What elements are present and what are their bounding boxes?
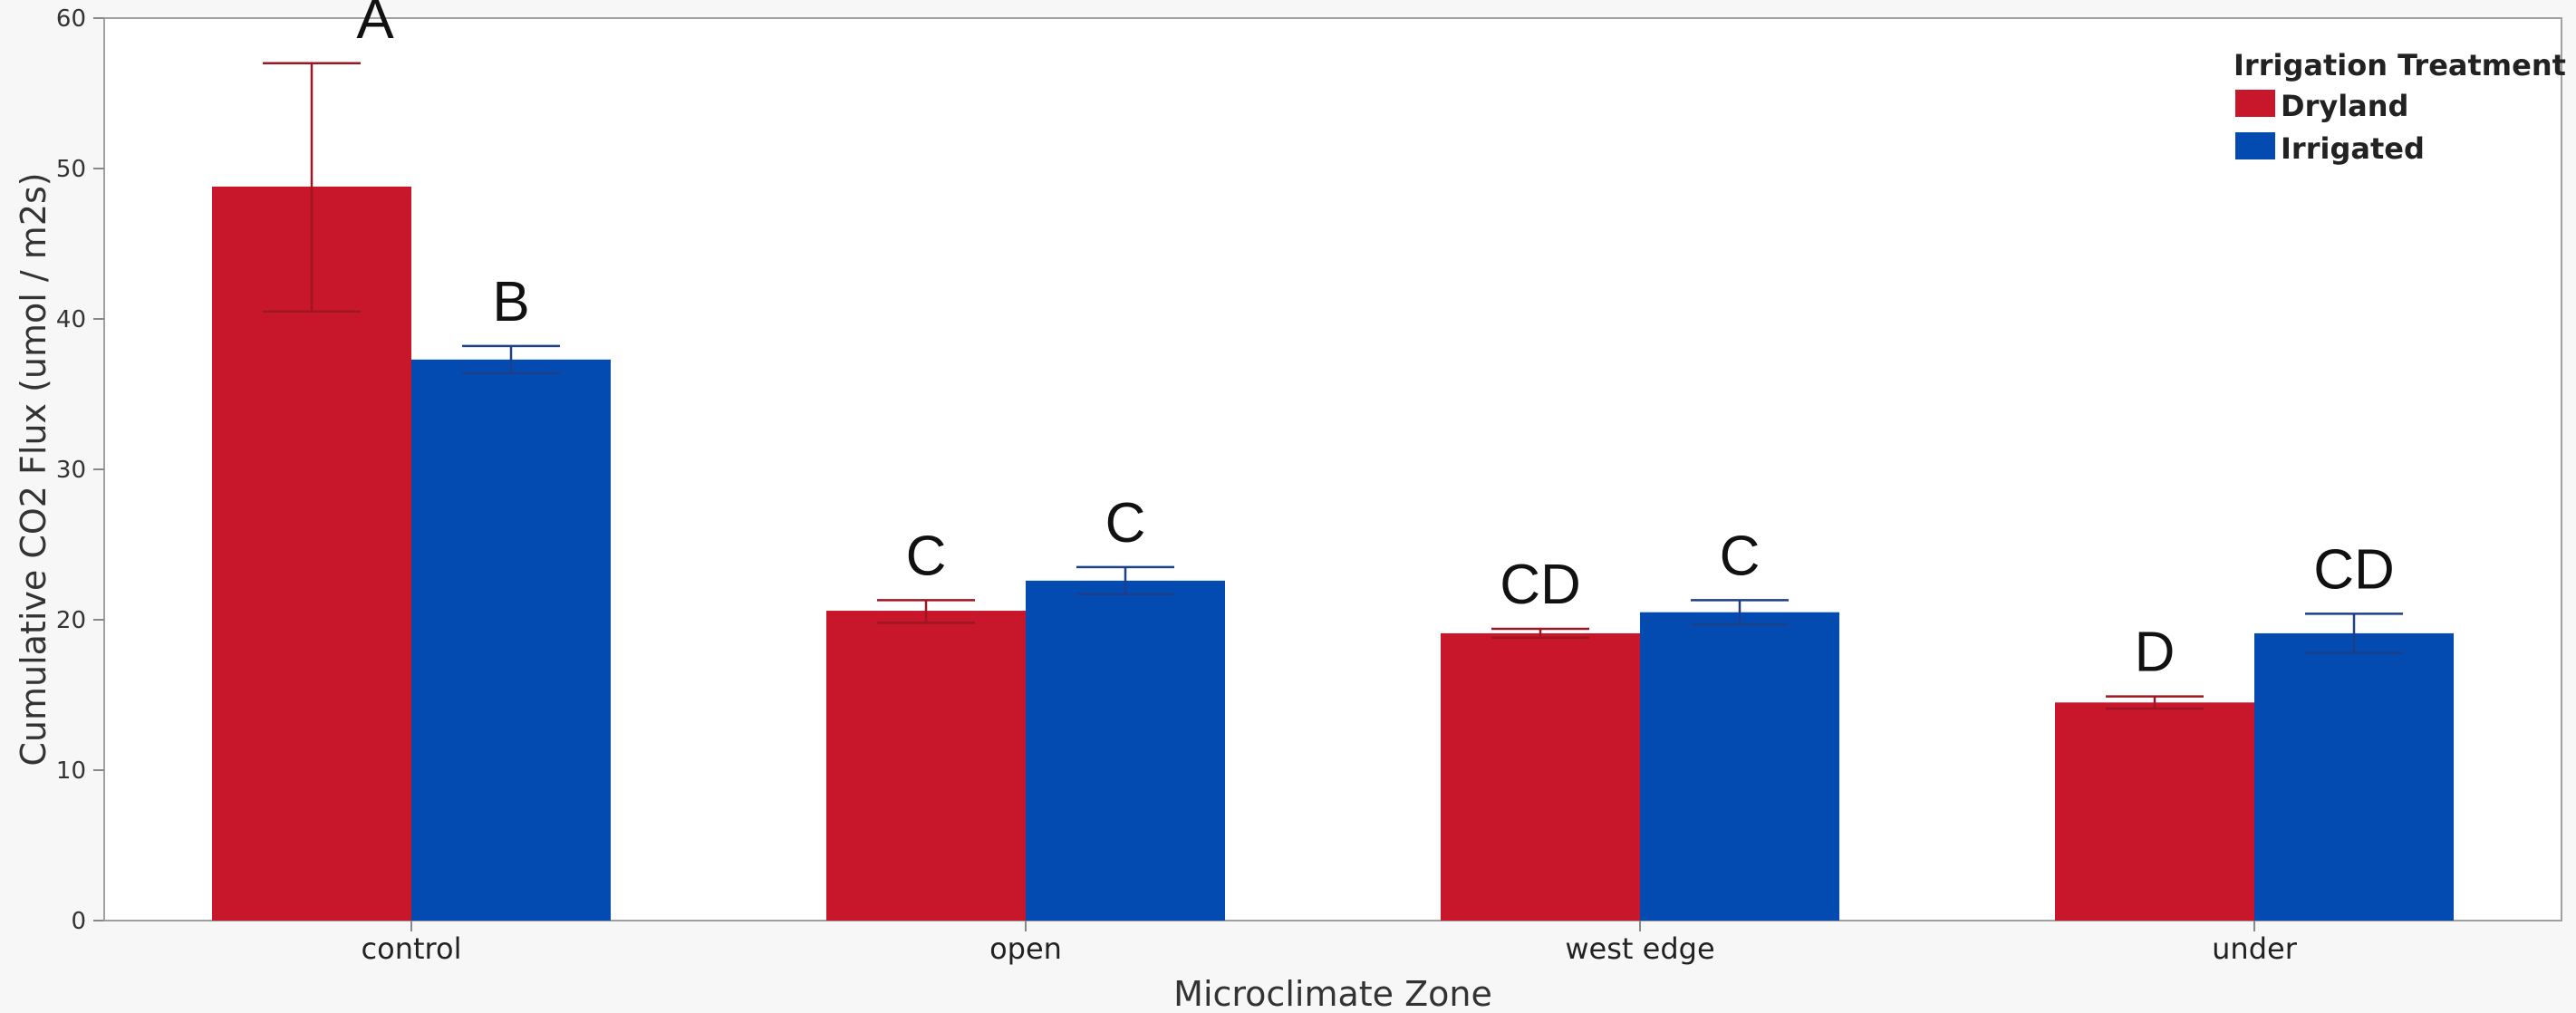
x-axis: control open west edge under [362,921,2298,966]
y-tick-label: 20 [56,607,86,634]
significance-label: CD [1500,554,1581,616]
x-tick-label: control [362,931,462,966]
error-bar [2305,613,2403,654]
significance-label: C [906,525,947,587]
y-axis: 0 10 20 30 40 50 60 [56,5,104,935]
error-bar [263,62,361,313]
error-bar [1491,627,1589,640]
bar-irrigated [1026,580,1225,921]
legend-swatch-dryland [2235,90,2275,117]
significance-label: C [1720,525,1761,587]
bar-irrigated [411,359,611,921]
error-bar [462,344,560,375]
bar-dryland [1441,632,1640,921]
x-tick-label: west edge [1565,931,1714,966]
error-bar [2106,695,2204,710]
y-tick-label: 40 [56,306,86,333]
legend-label-dryland: Dryland [2281,89,2408,123]
significance-label: C [1105,492,1146,555]
y-tick-label: 50 [56,156,86,183]
x-tick-label: open [989,931,1062,966]
significance-label: A [356,0,394,51]
y-axis-title: Cumulative CO2 Flux (umol / m2s) [14,172,53,766]
y-tick-label: 30 [56,457,86,484]
error-bar [1691,599,1789,626]
significance-label: CD [2313,538,2395,601]
bar-dryland [2055,702,2254,921]
legend-swatch-irrigated [2235,132,2275,159]
y-tick-label: 0 [71,908,86,935]
y-tick-label: 60 [56,5,86,33]
x-tick-label: under [2212,931,2298,966]
bar-irrigated [1640,612,1839,921]
bar-dryland [826,611,1026,921]
error-bar [877,599,975,624]
legend-title: Irrigation Treatment [2233,48,2566,82]
x-axis-title: Microclimate Zone [1173,974,1492,1013]
legend: Irrigation Treatment Dryland Irrigated [2233,48,2566,166]
bar-irrigated [2254,632,2454,921]
legend-label-irrigated: Irrigated [2281,131,2425,166]
significance-label: B [492,271,529,333]
y-tick-label: 10 [56,757,86,785]
error-bar [1076,565,1174,596]
significance-label: D [2135,622,2176,684]
